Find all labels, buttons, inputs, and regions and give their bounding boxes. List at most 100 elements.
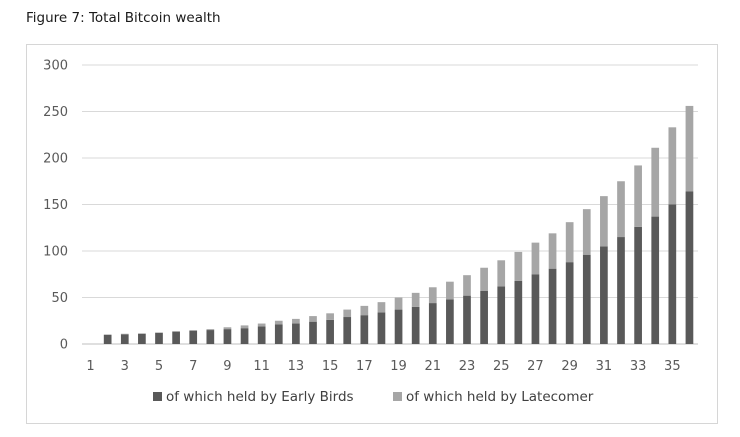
bar-latecomer xyxy=(172,330,180,332)
bar-early-birds xyxy=(257,326,266,344)
bar-latecomer xyxy=(600,196,608,247)
legend-label: of which held by Latecomer xyxy=(406,389,594,405)
bar-early-birds xyxy=(120,334,129,344)
bar-early-birds xyxy=(206,330,215,344)
bar-early-birds xyxy=(394,309,403,344)
bar-latecomer xyxy=(292,318,300,324)
y-tick-label: 200 xyxy=(43,152,68,167)
x-tick-label: 3 xyxy=(121,359,129,374)
x-tick-label: 15 xyxy=(322,359,339,374)
bar-latecomer xyxy=(257,323,266,327)
x-tick-label: 9 xyxy=(223,359,231,374)
bar-latecomer xyxy=(531,242,540,275)
x-tick-label: 1 xyxy=(86,359,94,374)
bar-latecomer xyxy=(617,181,625,238)
bar-latecomer xyxy=(565,222,574,263)
bar-latecomer xyxy=(514,251,523,281)
y-tick-label: 100 xyxy=(43,245,68,260)
bar-early-birds xyxy=(531,274,540,344)
bar-latecomer xyxy=(634,165,642,227)
bar-latecomer xyxy=(582,209,591,255)
x-tick-label: 31 xyxy=(596,359,613,374)
bar-latecomer xyxy=(206,329,215,331)
bar-latecomer xyxy=(343,309,352,318)
bar-early-birds xyxy=(582,254,591,344)
x-tick-label: 21 xyxy=(425,359,442,374)
legend-latecomer: of which held by Latecomer xyxy=(393,389,594,405)
bar-early-birds xyxy=(497,286,506,344)
x-tick-label: 13 xyxy=(288,359,305,374)
x-tick-label: 5 xyxy=(155,359,163,374)
bar-latecomer xyxy=(480,267,488,291)
chart-frame: 0 50 100 150 200 250 300 1 3 5 7 9 11 13 15 17 19 21 23 25 2… xyxy=(26,44,718,424)
bar-early-birds xyxy=(685,191,694,344)
y-tick-label: 150 xyxy=(43,198,68,213)
bar-latecomer xyxy=(497,260,506,287)
bar-early-birds xyxy=(309,321,317,344)
bar-latecomer xyxy=(651,147,660,217)
bar-early-birds xyxy=(411,306,420,344)
bar-early-birds xyxy=(138,333,146,344)
y-tick-label: 300 xyxy=(43,59,68,74)
bar-latecomer xyxy=(394,297,403,310)
bar-early-birds xyxy=(292,323,300,344)
bar-early-birds xyxy=(103,334,112,344)
y-tick-label: 0 xyxy=(60,338,68,353)
bar-early-birds xyxy=(463,295,471,344)
x-tick-label: 17 xyxy=(356,359,373,374)
y-tick-label: 250 xyxy=(43,105,68,120)
x-tick-label: 19 xyxy=(390,359,407,374)
x-tick-label: 27 xyxy=(527,359,544,374)
bar-latecomer xyxy=(360,305,369,316)
bar-latecomer xyxy=(685,105,694,192)
legend-swatch xyxy=(393,392,402,401)
bar-early-birds xyxy=(668,204,677,344)
bar-latecomer xyxy=(428,287,437,304)
x-tick-label: 33 xyxy=(630,359,647,374)
x-tick-label: 23 xyxy=(459,359,476,374)
bar-early-birds xyxy=(651,216,660,344)
bar-early-birds xyxy=(514,280,523,344)
bar-latecomer xyxy=(189,330,198,331)
y-tick-label: 50 xyxy=(51,291,68,306)
bar-early-birds xyxy=(634,226,642,344)
x-tick-label: 35 xyxy=(664,359,681,374)
bar-latecomer xyxy=(446,281,454,300)
bar-early-birds xyxy=(565,262,574,344)
bar-early-birds xyxy=(326,319,334,344)
bar-early-birds xyxy=(360,315,369,344)
bar-latecomer xyxy=(668,127,677,205)
bar-latecomer xyxy=(377,302,386,313)
bar-early-birds xyxy=(223,329,232,344)
x-tick-label: 25 xyxy=(493,359,510,374)
bar-early-birds xyxy=(377,312,386,344)
bar-early-birds xyxy=(548,268,557,344)
bar-latecomer xyxy=(309,316,317,322)
bar-early-birds xyxy=(240,328,249,344)
legend-early-birds: of which held by Early Birds xyxy=(153,389,354,405)
bar-early-birds xyxy=(428,303,437,344)
bar-early-birds xyxy=(155,332,163,344)
bar-early-birds xyxy=(343,317,352,344)
x-tick-label: 7 xyxy=(189,359,197,374)
figure-caption: Figure 7: Total Bitcoin wealth xyxy=(26,10,221,26)
bar-early-birds xyxy=(480,290,488,344)
bar-latecomer xyxy=(326,313,334,320)
bar-early-birds xyxy=(274,324,283,344)
bar-latecomer xyxy=(548,233,557,269)
bar-early-birds xyxy=(600,246,608,344)
legend-swatch xyxy=(153,392,162,401)
bar-latecomer xyxy=(223,327,232,330)
bar-early-birds xyxy=(617,237,625,344)
legend-label: of which held by Early Birds xyxy=(166,389,354,405)
x-tick-label: 29 xyxy=(561,359,578,374)
bar-latecomer xyxy=(463,275,471,296)
bar-latecomer xyxy=(411,292,420,307)
x-tick-label: 11 xyxy=(253,359,270,374)
bar-early-birds xyxy=(189,330,198,344)
bar-early-birds xyxy=(172,331,180,344)
bar-latecomer xyxy=(274,320,283,325)
bar-early-birds xyxy=(446,299,454,344)
bar-latecomer xyxy=(240,325,249,329)
